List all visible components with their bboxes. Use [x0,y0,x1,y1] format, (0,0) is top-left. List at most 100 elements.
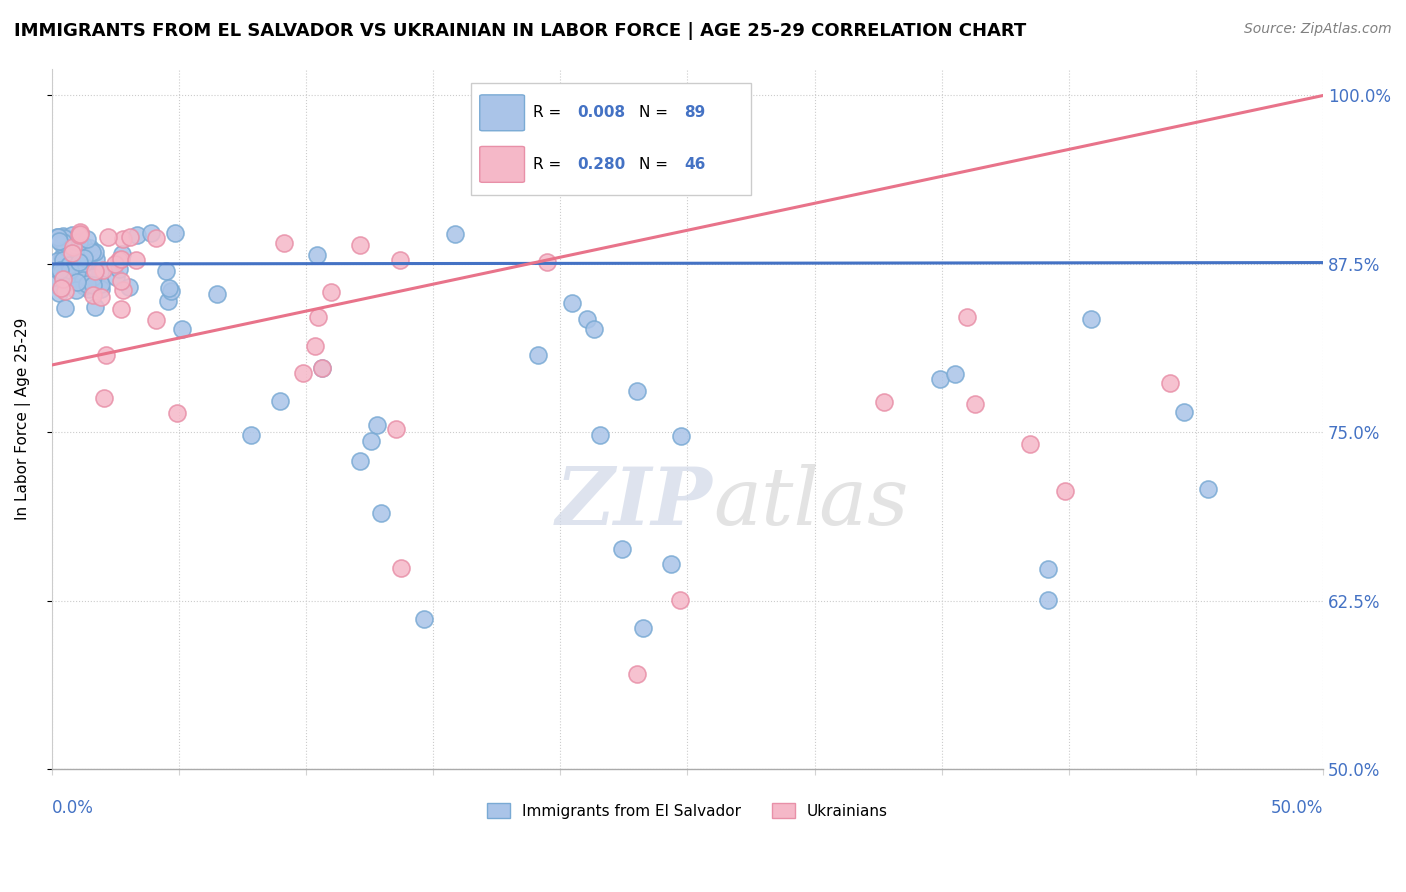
Point [89,264,111,278]
Point [84,300,107,314]
Point [1080,312,1102,326]
Point [94,347,117,361]
Point [60,227,83,242]
Y-axis label: In Labor Force | Age 25-29: In Labor Force | Age 25-29 [15,318,31,520]
Point [111,232,134,246]
Point [536,255,558,269]
Point [51,237,73,252]
Point [273,236,295,251]
Point [82,277,104,292]
Point [46,229,69,244]
Point [55,301,77,315]
Point [118,279,141,293]
Point [120,230,142,244]
Point [83,245,105,260]
Text: 0.0%: 0.0% [52,799,94,817]
Point [1036,562,1059,576]
Point [659,557,682,571]
Point [582,322,605,336]
Legend: Immigrants from El Salvador, Ukrainians: Immigrants from El Salvador, Ukrainians [481,797,894,825]
Point [69,259,91,273]
Point [929,372,952,386]
Point [93,391,115,405]
Point [321,285,343,299]
Point [91,263,114,277]
Point [155,264,177,278]
Point [90,277,112,292]
Point [48,234,70,248]
Point [52,228,75,243]
Point [105,270,128,285]
Point [389,561,412,575]
Point [60,245,83,260]
Text: Source: ZipAtlas.com: Source: ZipAtlas.com [1244,22,1392,37]
Point [110,274,132,288]
Point [385,422,408,436]
Point [90,290,112,304]
Point [1054,483,1077,498]
Point [73,251,96,265]
Point [45,229,67,244]
Point [125,253,148,268]
Point [69,226,91,240]
Point [108,253,131,268]
Point [53,231,76,245]
Point [79,241,101,255]
Point [1159,376,1181,390]
Point [62,255,84,269]
Point [72,258,94,272]
Point [52,253,75,268]
Point [66,275,89,289]
Point [145,313,167,327]
Point [873,394,896,409]
Point [69,227,91,241]
Point [669,593,692,607]
Point [205,287,228,301]
Point [1173,404,1195,418]
Point [413,612,436,626]
Point [292,366,315,380]
Text: atlas: atlas [713,464,908,541]
Point [73,279,96,293]
Point [561,296,583,310]
Point [157,281,180,295]
Point [58,258,80,272]
Point [575,311,598,326]
Point [104,257,127,271]
Point [84,264,107,278]
Point [125,227,148,242]
Point [52,235,75,249]
Point [97,230,120,244]
Point [52,272,75,286]
Point [51,250,73,264]
Point [170,322,193,336]
Point [51,281,73,295]
Point [44,277,66,292]
Point [304,339,326,353]
Point [72,237,94,252]
Point [108,262,131,277]
Point [388,252,411,267]
Point [239,427,262,442]
Point [67,228,90,243]
Point [67,235,90,249]
Point [110,252,132,266]
Point [160,284,183,298]
Point [58,262,80,277]
Point [631,621,654,635]
Point [65,235,87,249]
Point [76,232,98,246]
Point [65,284,87,298]
Point [58,268,80,283]
Point [58,270,80,285]
Point [1197,482,1219,496]
Point [349,453,371,467]
Point [269,393,291,408]
Point [67,255,90,269]
Point [305,248,328,262]
Point [111,247,134,261]
Point [49,263,72,277]
Text: 50.0%: 50.0% [1271,799,1323,817]
Point [53,285,76,299]
Point [166,406,188,420]
